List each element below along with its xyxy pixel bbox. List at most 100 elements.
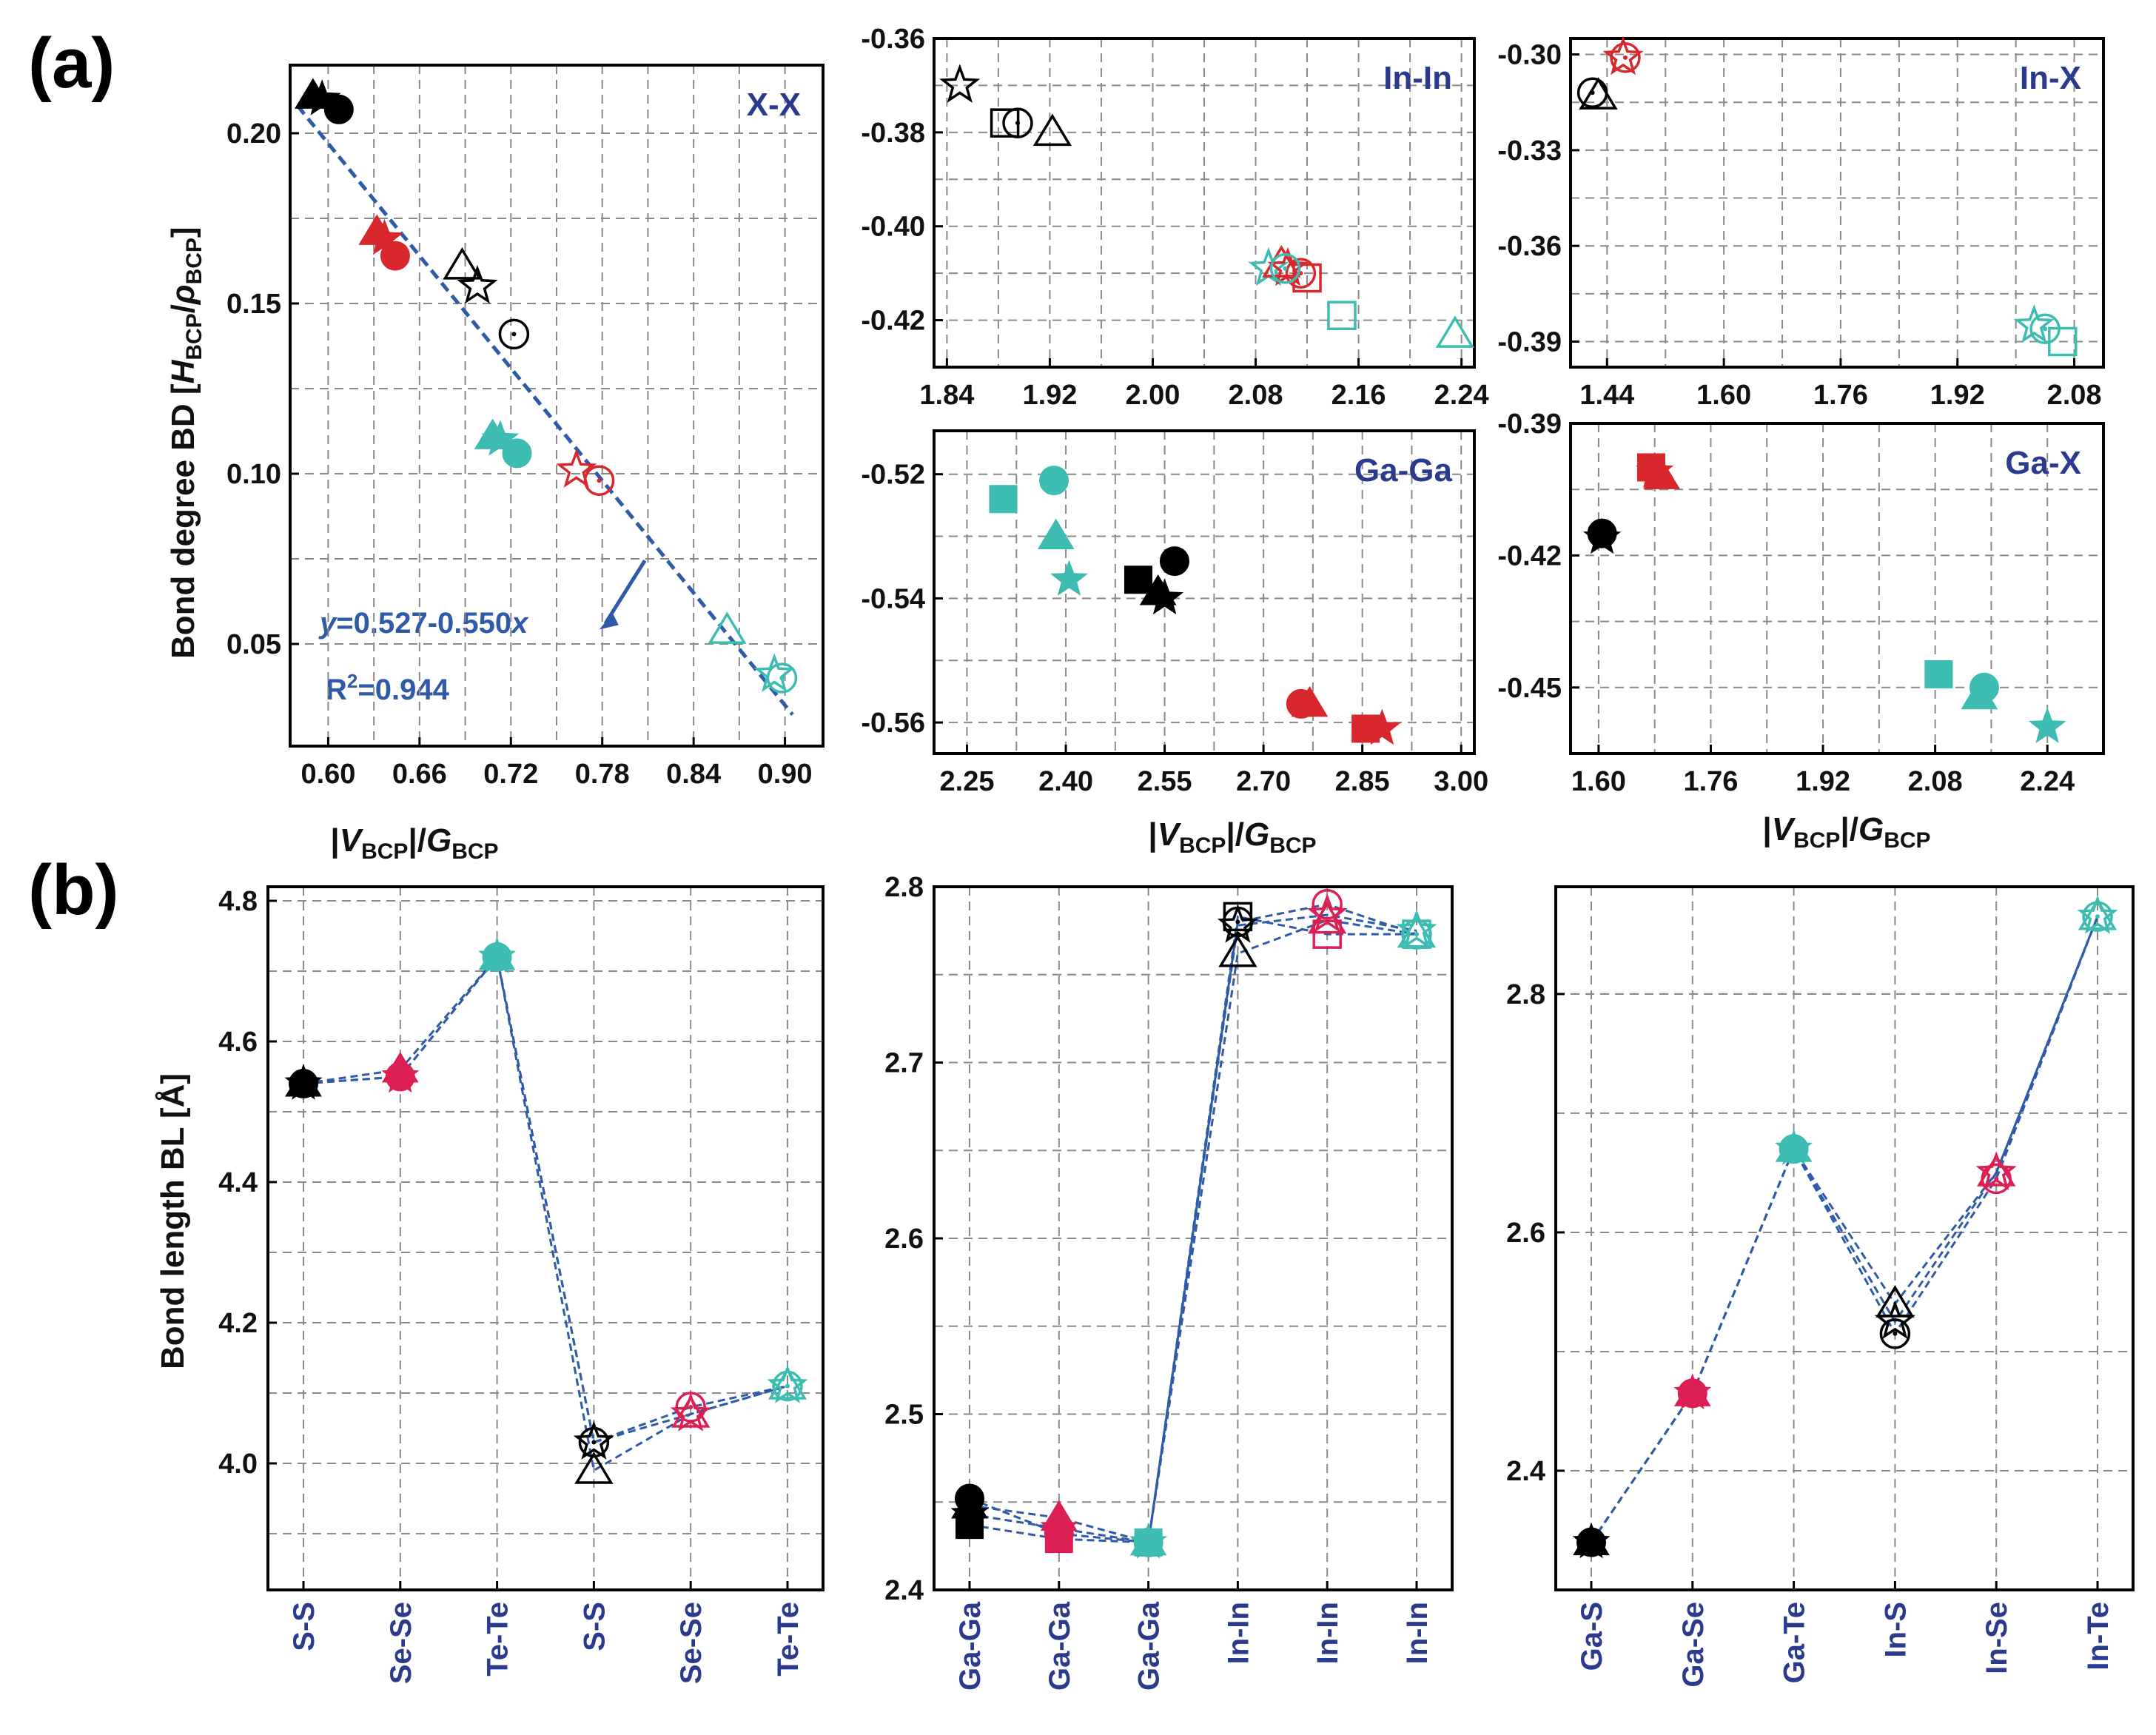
chart-b1: 4.0 4.2 4.4 4.6 4.8 S-S Se-Se Te-Te S-S Se-Se Te-T… [218, 885, 825, 1684]
b1-triangle-point-5 [768, 1367, 807, 1400]
b2-series-line-star [969, 913, 1417, 1544]
b1-frame [266, 885, 825, 1591]
a_GaGa-point-11 [1363, 708, 1401, 745]
b3-series-line-circle [1590, 916, 2099, 1543]
b2-star-point-4 [1306, 893, 1348, 933]
a_GaX-point-5 [1924, 660, 1953, 688]
a_GaGa-xtick-label-1: 2.40 [1038, 766, 1093, 797]
a_InX-grid [1571, 38, 2103, 367]
a_InX-point-5-center-dot [2043, 326, 2048, 332]
a_InIn-point-11 [1435, 315, 1475, 348]
b3-star-point-1 [1673, 1373, 1712, 1410]
a_XX-point-5 [380, 241, 410, 271]
b1-circle-point-3 [578, 1426, 610, 1458]
b2-star-point-2 [1129, 1523, 1168, 1559]
a_InX-xtick-label-2: 1.76 [1813, 380, 1868, 411]
chart-a_GaX: 1.60 1.76 1.92 2.08 2.24 -0.39 -0.42 -0.45 Ga-X [1497, 409, 2105, 797]
b1-circle-point-2 [482, 942, 512, 972]
b3-grid [1556, 887, 2133, 1590]
b1-category-label-5: Te-Te [772, 1602, 805, 1677]
a_InIn-xtick-label-2: 2.00 [1125, 380, 1180, 411]
xlabel-a-middle: |VBCP|/GBCP [1148, 816, 1316, 858]
a_XX-point-2 [323, 94, 354, 124]
b2-circle-point-5-center-dot [1414, 932, 1419, 937]
a_GaX-xtick-label-4: 2.24 [2020, 766, 2075, 797]
a_GaGa-frame [933, 429, 1476, 755]
a_GaGa-xtick-label-4: 2.85 [1335, 766, 1390, 797]
b1-circle-point-5-center-dot [785, 1383, 790, 1389]
a_InIn-point-0 [939, 64, 981, 103]
chart-a_GaGa: 2.25 2.40 2.55 2.70 2.85 3.00 -0.52 -0.54 -0.56 G… [861, 429, 1488, 797]
chart-b2: 2.4 2.5 2.6 2.7 2.8 Ga-Ga Ga-Ga Ga-Ga In-In In-In… [884, 872, 1454, 1691]
b3-frame [1554, 885, 2135, 1591]
a_InIn-point-9-center-dot [1283, 266, 1288, 271]
b1-circle-point-4-center-dot [688, 1405, 694, 1409]
a_XX-frame [289, 64, 825, 748]
a_InIn-ytick-label-3: -0.42 [861, 306, 925, 337]
b3-series-line-star [1590, 916, 2099, 1543]
xlabel-a-right: |VBCP|/GBCP [1762, 811, 1930, 853]
a_InIn-point-3 [1032, 113, 1072, 147]
b2-star-point-0 [950, 1494, 989, 1531]
b3-triangle-point-4 [1977, 1154, 2016, 1187]
a_InX-point-1 [1576, 77, 1608, 109]
b2-circle-point-4 [1312, 889, 1343, 920]
a_XX-fit-arrow-head [599, 613, 619, 630]
a_GaGa-point-3 [1050, 560, 1089, 596]
b1-circle-point-1 [385, 1061, 415, 1092]
a_GaX-point-4 [1643, 458, 1681, 489]
a_GaX-xtick-label-0: 1.60 [1571, 766, 1626, 797]
ylabel-bond-length: Bond length BL [Å] [155, 1073, 191, 1369]
b2-series-line-triangle [969, 919, 1417, 1544]
a_XX-fit-line [296, 104, 794, 717]
b2-category-label-5: In-In [1401, 1602, 1434, 1664]
a_GaGa-point-1 [1039, 466, 1069, 496]
b3-category-label-1: Ga-Se [1677, 1602, 1710, 1688]
a_InIn-ytick-label-0: -0.36 [861, 24, 925, 55]
b1-ytick-label-2: 4.4 [218, 1167, 258, 1198]
b3-star-point-4 [1975, 1151, 2017, 1190]
a_GaX-point-8 [2028, 707, 2066, 744]
a_InIn-xtick-label-0: 1.84 [919, 380, 974, 411]
a_InX-point-3-center-dot [1622, 55, 1628, 60]
chart-a_InX: 1.44 1.60 1.76 1.92 2.08 -0.30 -0.33 -0.36 -0.39… [1497, 36, 2105, 411]
a_InIn-point-2 [1002, 107, 1033, 138]
b1-grid [268, 887, 823, 1590]
ylabel-bond-degree: Bond degree BD [HBCP/ρBCP] [165, 226, 206, 659]
b2-category-label-1: Ga-Ga [1044, 1601, 1076, 1691]
a_XX-title: X-X [747, 87, 801, 123]
a_GaGa-point-7 [1159, 546, 1189, 577]
a_InX-ytick-label-0: -0.30 [1497, 40, 1562, 71]
b3-star-point-5 [2077, 895, 2118, 934]
a_XX-point-15 [753, 653, 795, 692]
b2-ytick-label-1: 2.5 [884, 1400, 924, 1431]
b1-ytick-label-0: 4.0 [218, 1449, 258, 1480]
b2-series-line-square [969, 915, 1417, 1544]
a_XX-fit-arrow [603, 559, 647, 625]
a_XX-point-16 [766, 662, 798, 694]
a_GaGa-xtick-label-5: 3.00 [1434, 766, 1488, 797]
a_XX-ytick-label-2: 0.15 [226, 289, 281, 320]
b1-category-label-2: Te-Te [482, 1602, 514, 1677]
a_GaGa-point-2 [1037, 518, 1075, 550]
b3-circle-point-3 [1879, 1318, 1911, 1349]
fit-equation: y=0.527-0.550x [318, 607, 529, 640]
a_XX-xtick-label-3: 0.78 [575, 759, 630, 790]
a_XX-xtick-label-1: 0.66 [392, 759, 447, 790]
a_XX-point-11 [502, 438, 532, 469]
chart-b3: 2.4 2.6 2.8 Ga-S Ga-Se Ga-Te In-S In-Se In-Te [1506, 885, 2135, 1688]
a_InX-point-0 [1579, 77, 1618, 110]
a_XX-point-16-center-dot [779, 676, 785, 680]
panel-a-label: (a) [28, 24, 115, 103]
b1-category-label-3: S-S [578, 1602, 611, 1651]
a_InIn-xtick-label-1: 1.92 [1022, 380, 1077, 411]
a_InIn-xtick-label-5: 2.24 [1434, 380, 1489, 411]
xlabel-a-left: |VBCP|/GBCP [330, 822, 498, 864]
a_GaX-point-1 [1587, 518, 1617, 548]
a_InX-xtick-label-0: 1.44 [1579, 380, 1634, 411]
charts: 0.60 0.66 0.72 0.78 0.84 0.90 0.05 0.10 0.15 0.20… [218, 24, 2135, 1691]
a_InIn-point-9 [1269, 253, 1301, 284]
a_InIn-frame [933, 37, 1476, 369]
b1-circle-point-4 [675, 1392, 706, 1423]
